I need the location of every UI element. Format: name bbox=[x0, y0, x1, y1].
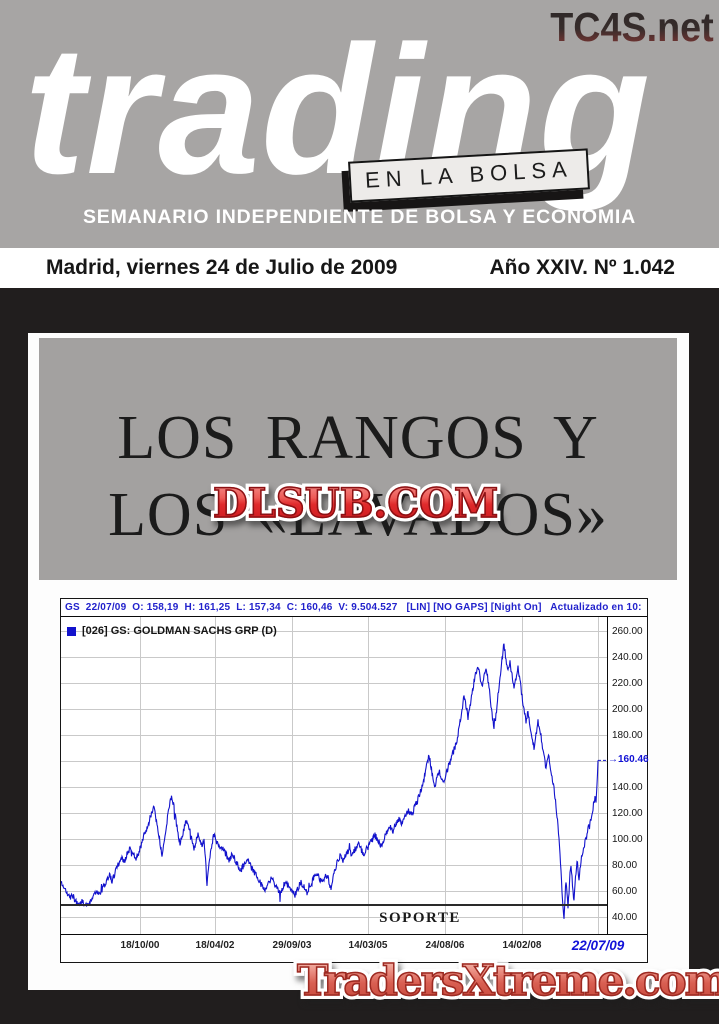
price-line bbox=[61, 643, 599, 919]
y-tick-label: 80.00 bbox=[612, 860, 638, 871]
tradersxtreme-watermark: TradersXtreme.com TradersXtreme.com bbox=[293, 952, 719, 1016]
chart-plot: [026] GS: GOLDMAN SACHS GRP (D) SOPORTE bbox=[61, 617, 608, 934]
inner-page: LOS RANGOS Y LOS «LAVADOS» GS 22/07/09 O… bbox=[28, 333, 689, 990]
x-tick-label: 18/04/02 bbox=[195, 940, 235, 951]
grid-line-horizontal bbox=[61, 787, 607, 788]
grid-line-vertical bbox=[292, 617, 293, 934]
dateline-bar: Madrid, viernes 24 de Julio de 2009 Año … bbox=[0, 248, 719, 288]
y-tick-label: 100.00 bbox=[612, 834, 643, 845]
y-tick-label: 240.00 bbox=[612, 652, 643, 663]
y-tick-label: 60.00 bbox=[612, 886, 638, 897]
tradersxtreme-watermark-text: TradersXtreme.com bbox=[296, 955, 719, 1006]
grid-line-horizontal bbox=[61, 813, 607, 814]
grid-line-horizontal bbox=[61, 735, 607, 736]
current-price-value: 160.46 bbox=[618, 754, 649, 766]
headline-line1: LOS RANGOS Y bbox=[117, 404, 599, 472]
y-tick-label: 180.00 bbox=[612, 730, 643, 741]
current-price-label: →160.46 bbox=[608, 754, 649, 765]
dlsub-watermark: DLSUB.COM DLSUB.COM bbox=[209, 476, 502, 532]
issue-date: Madrid, viernes 24 de Julio de 2009 bbox=[46, 256, 398, 279]
dlsub-watermark-outline: DLSUB.COM bbox=[209, 476, 502, 531]
grid-line-horizontal bbox=[61, 631, 607, 632]
chart-legend: [026] GS: GOLDMAN SACHS GRP (D) bbox=[67, 625, 277, 637]
y-tick-label: 140.00 bbox=[612, 782, 643, 793]
grid-line-vertical bbox=[598, 617, 599, 934]
series-legend-label: [026] GS: GOLDMAN SACHS GRP (D) bbox=[82, 625, 277, 637]
cover-body: LOS RANGOS Y LOS «LAVADOS» GS 22/07/09 O… bbox=[0, 288, 719, 1024]
y-tick-label: 120.00 bbox=[612, 808, 643, 819]
grid-line-horizontal bbox=[61, 865, 607, 866]
chart-plot-wrapper: [026] GS: GOLDMAN SACHS GRP (D) SOPORTE … bbox=[61, 617, 649, 935]
series-color-swatch bbox=[67, 626, 76, 636]
y-tick-label: 220.00 bbox=[612, 678, 643, 689]
headline-box: LOS RANGOS Y LOS «LAVADOS» bbox=[39, 338, 677, 580]
price-line-svg bbox=[61, 643, 606, 919]
grid-line-vertical bbox=[140, 617, 141, 934]
grid-line-vertical bbox=[368, 617, 369, 934]
support-line bbox=[61, 904, 607, 906]
chart-info-bar: GS 22/07/09 O: 158,19 H: 161,25 L: 157,3… bbox=[61, 599, 647, 617]
date-axis: 18/10/00 18/04/02 29/09/03 14/03/05 24/08/06… bbox=[61, 935, 647, 962]
stock-chart: GS 22/07/09 O: 158,19 H: 161,25 L: 157,3… bbox=[60, 598, 649, 963]
y-tick-label: 260.00 bbox=[612, 626, 643, 637]
dlsub-watermark-text: DLSUB.COM bbox=[212, 479, 499, 528]
grid-line-horizontal bbox=[61, 683, 607, 684]
grid-line-horizontal bbox=[61, 709, 607, 710]
issue-number: Año XXIV. Nº 1.042 bbox=[489, 256, 675, 279]
grid-line-vertical bbox=[522, 617, 523, 934]
y-tick-label: 40.00 bbox=[612, 912, 638, 923]
headline-line2: LOS «LAVADOS» bbox=[108, 481, 607, 549]
x-tick-label: 29/09/03 bbox=[272, 940, 312, 951]
price-axis: →160.46 40.00 60.00 80.00 100.00 120.00 140.0… bbox=[608, 617, 649, 934]
x-tick-label: 24/08/06 bbox=[425, 940, 465, 951]
x-tick-label: 14/03/05 bbox=[348, 940, 388, 951]
grid-line-horizontal bbox=[61, 657, 607, 658]
magazine-tagline: SEMANARIO INDEPENDIENTE DE BOLSA Y ECONO… bbox=[82, 206, 637, 228]
masthead: TC4S.net trading EN LA BOLSA SEMANARIO I… bbox=[0, 0, 719, 248]
support-label: SOPORTE bbox=[379, 910, 461, 926]
tradersxtreme-watermark-outline: TradersXtreme.com bbox=[293, 952, 719, 1009]
price-arrow-icon: → bbox=[608, 754, 618, 766]
x-tick-label-current: 22/07/09 bbox=[571, 938, 625, 953]
grid-line-vertical bbox=[215, 617, 216, 934]
grid-line-horizontal bbox=[61, 761, 607, 762]
grid-line-horizontal bbox=[61, 839, 607, 840]
x-tick-label: 14/02/08 bbox=[502, 940, 542, 951]
grid-line-horizontal bbox=[61, 891, 607, 892]
grid-line-horizontal bbox=[61, 917, 607, 918]
x-tick-label: 18/10/00 bbox=[120, 940, 160, 951]
tc4s-watermark: TC4S.net bbox=[550, 4, 714, 50]
y-tick-label: 200.00 bbox=[612, 704, 643, 715]
